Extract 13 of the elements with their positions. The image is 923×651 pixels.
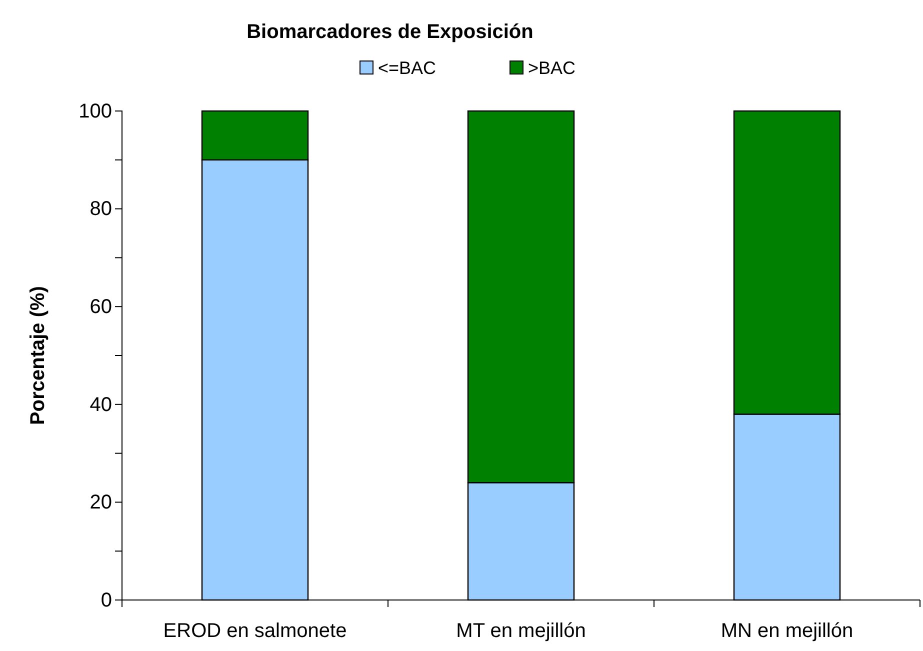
y-tick-label: 20 — [90, 492, 112, 514]
y-tick-label: 60 — [90, 296, 112, 318]
y-tick-label: 0 — [100, 589, 112, 612]
y-tick-label: 80 — [90, 198, 112, 220]
x-tick-label: EROD en salmonete — [163, 620, 347, 642]
y-axis-title: Porcentaje (%) — [27, 286, 49, 425]
y-tick-label: 100 — [78, 100, 112, 122]
legend-label: <=BAC — [378, 58, 436, 78]
y-tick-label: 40 — [90, 394, 112, 416]
legend-label: >BAC — [528, 58, 576, 78]
x-tick-label: MT en mejillón — [456, 620, 586, 642]
x-tick-label: MN en mejillón — [720, 620, 854, 642]
chart-title: Biomarcadores de Exposición — [246, 21, 534, 43]
